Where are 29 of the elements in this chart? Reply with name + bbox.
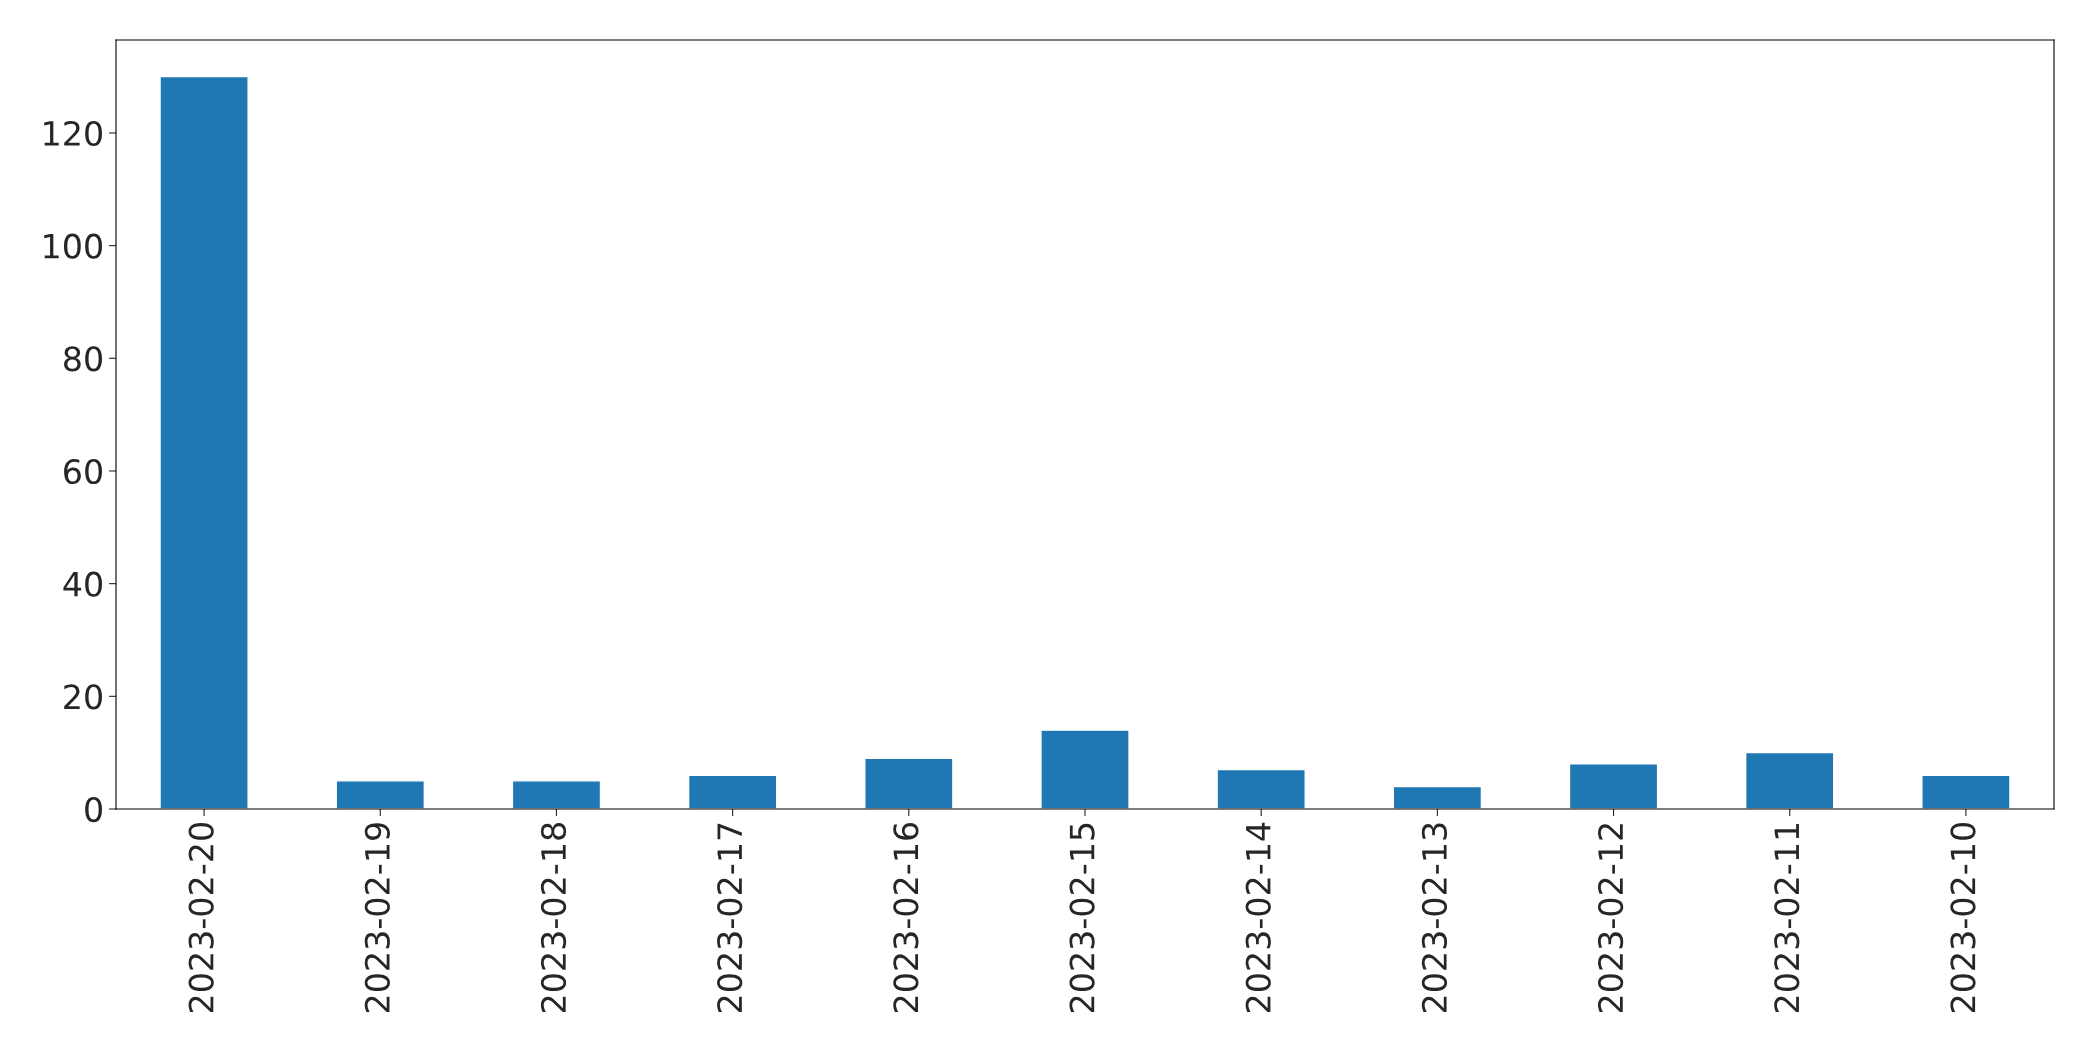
bar <box>1216 768 1306 809</box>
y-tick-label: 0 <box>85 796 102 823</box>
x-tick-label: 2023-02-17 <box>717 823 743 1013</box>
x-tick-label: 2023-02-12 <box>1598 824 1624 1013</box>
bar <box>864 757 954 809</box>
x-tick-label: 2023-02-20 <box>188 823 214 1013</box>
x-tick-label: 2023-02-15 <box>1069 823 1095 1013</box>
x-tick-label: 2023-02-14 <box>1245 822 1271 1013</box>
bar <box>687 774 778 809</box>
x-tick-label: 2023-02-11 <box>1774 823 1800 1013</box>
x-tick-label: 2023-02-16 <box>893 822 919 1013</box>
bar <box>335 780 426 809</box>
bar <box>511 780 602 809</box>
y-tick-label: 120 <box>44 120 102 147</box>
bar <box>1040 729 1130 809</box>
x-tick-label: 2023-02-18 <box>540 823 567 1013</box>
x-tick-label: 2023-02-13 <box>1421 823 1448 1013</box>
y-tick-label: 100 <box>44 233 102 259</box>
y-tick-label: 40 <box>63 571 102 597</box>
x-tick-label: 2023-02-19 <box>364 823 390 1013</box>
y-tick-label: 60 <box>64 458 102 485</box>
bar <box>1921 774 2011 809</box>
bar <box>1568 763 1659 809</box>
x-tick-label: 2023-02-10 <box>1950 823 1976 1013</box>
y-tick-label: 20 <box>64 684 102 710</box>
bar <box>1392 785 1483 809</box>
bar <box>159 75 249 809</box>
y-tick-label: 80 <box>64 346 102 372</box>
bar <box>1744 751 1835 809</box>
